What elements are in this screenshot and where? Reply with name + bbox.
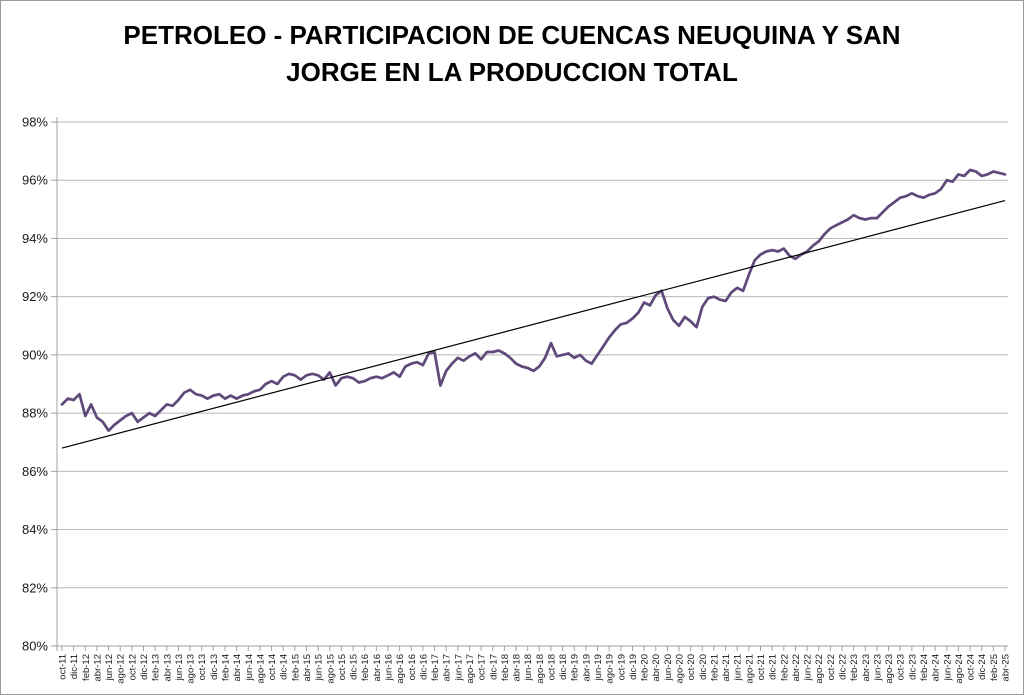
x-axis-label: ago-22 [814, 654, 825, 684]
x-axis-label: abr-20 [651, 654, 662, 681]
x-axis-label: ago-24 [954, 654, 965, 684]
x-axis-label: abr-21 [721, 654, 732, 681]
x-axis-label: dic-20 [698, 654, 709, 680]
x-axis-label: abr-19 [581, 654, 592, 681]
x-axis-label: jun-21 [733, 654, 744, 681]
y-axis-label: 82% [22, 580, 48, 595]
x-axis-label: jun-23 [872, 654, 883, 681]
x-axis-label: jun-14 [244, 654, 255, 681]
chart-title-line-2: JORGE EN LA PRODUCCION TOTAL [286, 57, 738, 87]
x-axis-label: ago-17 [465, 654, 476, 684]
x-axis-label: dic-11 [69, 654, 80, 679]
x-axis-label: oct-12 [127, 654, 138, 680]
x-axis-label: dic-19 [628, 654, 639, 680]
x-axis-label: abr-24 [931, 654, 942, 681]
x-axis-label: abr-15 [302, 654, 313, 681]
x-axis-label: abr-17 [442, 654, 453, 681]
y-axis-label: 92% [22, 289, 48, 304]
x-axis-label: oct-16 [407, 654, 418, 680]
x-axis-label: jun-19 [593, 654, 604, 681]
x-axis-label: ago-12 [116, 654, 127, 684]
x-axis-label: dic-16 [418, 654, 429, 680]
chart-title-line-1: PETROLEO - PARTICIPACION DE CUENCAS NEUQ… [123, 20, 901, 50]
y-axis-label: 94% [22, 231, 48, 246]
x-axis-label: abr-25 [1001, 654, 1012, 681]
x-axis-label: feb-14 [220, 654, 231, 681]
x-axis-label: feb-20 [640, 654, 651, 681]
x-axis-label: jun-18 [523, 654, 534, 681]
x-axis-label: abr-13 [162, 654, 173, 681]
x-axis-label: feb-19 [570, 654, 581, 681]
x-axis-label: ago-19 [605, 654, 616, 684]
production-share-line [60, 168, 1007, 432]
x-axis-label: dic-22 [838, 654, 849, 680]
x-axis-label: jun-16 [383, 654, 394, 681]
x-axis-label: jun-20 [663, 654, 674, 681]
x-axis-label: dic-14 [279, 654, 290, 680]
x-axis-label: jun-15 [314, 654, 325, 681]
x-axis-label: ago-15 [325, 654, 336, 684]
x-axis-label: abr-14 [232, 654, 243, 681]
x-axis-label: jun-13 [174, 654, 185, 681]
x-axis-label: oct-18 [546, 654, 557, 680]
x-axis-label: oct-21 [756, 654, 767, 680]
y-axis-label: 88% [22, 406, 48, 421]
x-axis-label: oct-14 [267, 654, 278, 680]
x-axis-label: feb-18 [500, 654, 511, 681]
x-axis-label: abr-16 [372, 654, 383, 681]
x-axis-label: ago-23 [884, 654, 895, 684]
y-axis-label: 84% [22, 522, 48, 537]
x-axis-label: feb-25 [989, 654, 1000, 681]
x-axis-label: dic-17 [488, 654, 499, 680]
y-axis-label: 90% [22, 347, 48, 362]
x-axis-label: dic-18 [558, 654, 569, 680]
x-axis-label: dic-12 [139, 654, 150, 680]
x-axis-label: oct-15 [337, 654, 348, 680]
x-axis-label: oct-13 [197, 654, 208, 680]
x-axis-label: feb-21 [709, 654, 720, 681]
x-axis-label: feb-15 [290, 654, 301, 681]
x-axis-label: dic-23 [907, 654, 918, 680]
x-axis-label: dic-24 [977, 654, 988, 680]
x-axis-label: oct-23 [896, 654, 907, 680]
x-axis-label: oct-11 [58, 654, 69, 680]
x-axis-label: ago-16 [395, 654, 406, 684]
y-axis-label: 86% [22, 464, 48, 479]
x-axis-label: feb-16 [360, 654, 371, 681]
x-axis-label: feb-22 [779, 654, 790, 681]
x-axis-label: ago-18 [535, 654, 546, 684]
x-axis-label: dic-21 [768, 654, 779, 680]
x-axis-label: ago-13 [186, 654, 197, 684]
x-axis-label: feb-24 [919, 654, 930, 681]
x-axis-label: oct-20 [686, 654, 697, 680]
x-axis-label: abr-12 [92, 654, 103, 681]
x-axis-label: feb-17 [430, 654, 441, 681]
x-axis-label: ago-20 [675, 654, 686, 684]
x-axis-label: abr-22 [791, 654, 802, 681]
x-axis-label: jun-17 [453, 654, 464, 681]
y-axis-label: 98% [22, 115, 48, 130]
x-axis-label: ago-21 [744, 654, 755, 684]
x-axis-label: oct-17 [477, 654, 488, 680]
x-axis-label: dic-15 [349, 654, 360, 680]
trend-line [61, 200, 1006, 449]
x-axis-label: oct-22 [826, 654, 837, 680]
x-axis-label: feb-12 [81, 654, 92, 681]
x-axis-label: oct-24 [966, 654, 977, 680]
x-axis-label: feb-13 [151, 654, 162, 681]
x-axis-label: dic-13 [209, 654, 220, 680]
x-axis-label: oct-19 [616, 654, 627, 680]
x-axis-label: jun-22 [803, 654, 814, 681]
x-axis-label: jun-12 [104, 654, 115, 681]
x-axis-label: jun-24 [942, 654, 953, 681]
chart-title: PETROLEO - PARTICIPACION DE CUENCAS NEUQ… [1, 17, 1023, 91]
x-axis-label: abr-18 [512, 654, 523, 681]
y-axis-label: 80% [22, 639, 48, 654]
x-axis-label: feb-23 [849, 654, 860, 681]
x-axis-label: ago-14 [255, 654, 266, 684]
x-axis-label: abr-23 [861, 654, 872, 681]
y-axis-label: 96% [22, 173, 48, 188]
